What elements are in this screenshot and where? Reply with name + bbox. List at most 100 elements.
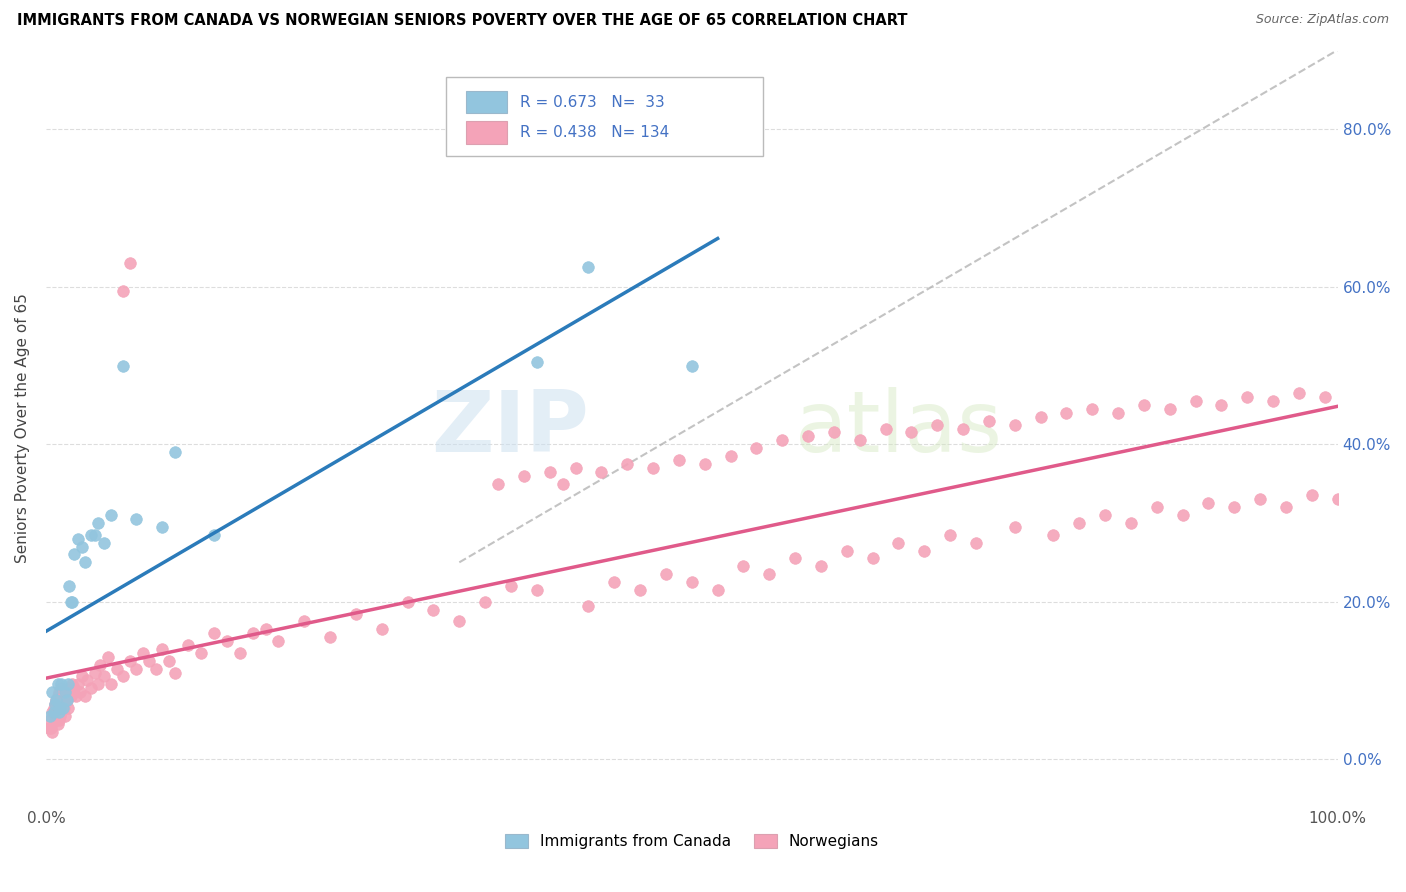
Point bbox=[46, 689, 69, 703]
Point bbox=[1184, 394, 1206, 409]
Point bbox=[564, 461, 586, 475]
Point bbox=[100, 677, 122, 691]
Point bbox=[44, 697, 66, 711]
Point bbox=[862, 551, 884, 566]
FancyBboxPatch shape bbox=[465, 121, 508, 144]
Point bbox=[267, 634, 290, 648]
Point bbox=[628, 582, 651, 597]
Point bbox=[1069, 516, 1091, 530]
Point bbox=[49, 709, 72, 723]
Y-axis label: Seniors Poverty Over the Age of 65: Seniors Poverty Over the Age of 65 bbox=[15, 293, 30, 564]
Point bbox=[1029, 409, 1052, 424]
Point bbox=[202, 528, 225, 542]
Point bbox=[215, 634, 238, 648]
Point bbox=[616, 457, 638, 471]
Point bbox=[1275, 500, 1298, 515]
Point bbox=[42, 701, 65, 715]
Point bbox=[1211, 398, 1233, 412]
Point bbox=[1042, 528, 1064, 542]
Point bbox=[65, 689, 87, 703]
Point bbox=[1081, 401, 1104, 416]
Point bbox=[1249, 492, 1271, 507]
Point bbox=[150, 642, 173, 657]
Point bbox=[758, 567, 780, 582]
Point bbox=[668, 453, 690, 467]
Point bbox=[51, 677, 73, 691]
Point bbox=[145, 662, 167, 676]
Point bbox=[835, 543, 858, 558]
Text: ZIP: ZIP bbox=[430, 387, 589, 470]
Point bbox=[39, 721, 62, 735]
Point bbox=[177, 638, 200, 652]
Point bbox=[76, 673, 98, 688]
Text: R = 0.673   N=  33: R = 0.673 N= 33 bbox=[520, 95, 665, 110]
Point bbox=[770, 434, 793, 448]
Point bbox=[1133, 398, 1156, 412]
Point bbox=[80, 681, 103, 696]
Point bbox=[69, 685, 91, 699]
Point bbox=[242, 626, 264, 640]
Point bbox=[53, 701, 76, 715]
FancyBboxPatch shape bbox=[465, 91, 508, 113]
Point bbox=[41, 705, 63, 719]
Point bbox=[513, 468, 536, 483]
Point bbox=[1054, 406, 1077, 420]
Point bbox=[551, 476, 574, 491]
Point bbox=[45, 693, 67, 707]
Point bbox=[58, 681, 80, 696]
Point bbox=[1261, 394, 1284, 409]
Point bbox=[105, 662, 128, 676]
Text: IMMIGRANTS FROM CANADA VS NORWEGIAN SENIORS POVERTY OVER THE AGE OF 65 CORRELATI: IMMIGRANTS FROM CANADA VS NORWEGIAN SENI… bbox=[17, 13, 907, 29]
Point bbox=[38, 713, 60, 727]
Point bbox=[42, 705, 65, 719]
Point bbox=[56, 677, 79, 691]
Point bbox=[797, 429, 820, 443]
Point bbox=[51, 681, 73, 696]
Point bbox=[1159, 401, 1181, 416]
Point bbox=[1171, 508, 1194, 522]
Point bbox=[67, 677, 90, 691]
Point bbox=[62, 685, 84, 699]
Point bbox=[55, 693, 77, 707]
Point bbox=[1301, 488, 1323, 502]
Point bbox=[41, 724, 63, 739]
Point bbox=[681, 359, 703, 373]
Point bbox=[474, 595, 496, 609]
Point bbox=[63, 681, 86, 696]
Point bbox=[1326, 492, 1348, 507]
Point bbox=[486, 476, 509, 491]
Point bbox=[48, 685, 70, 699]
Point bbox=[53, 709, 76, 723]
Point bbox=[706, 582, 728, 597]
Point bbox=[977, 414, 1000, 428]
Point bbox=[59, 689, 82, 703]
Point bbox=[810, 559, 832, 574]
Point bbox=[1004, 417, 1026, 432]
Legend: Immigrants from Canada, Norwegians: Immigrants from Canada, Norwegians bbox=[499, 828, 886, 855]
Point bbox=[73, 689, 96, 703]
Point bbox=[655, 567, 678, 582]
Point bbox=[526, 354, 548, 368]
Point bbox=[1004, 520, 1026, 534]
Point bbox=[118, 256, 141, 270]
Point bbox=[202, 626, 225, 640]
Point bbox=[823, 425, 845, 440]
Point bbox=[1236, 390, 1258, 404]
Point bbox=[125, 512, 148, 526]
Text: atlas: atlas bbox=[796, 387, 1002, 470]
Point bbox=[38, 709, 60, 723]
Point bbox=[499, 579, 522, 593]
Point bbox=[785, 551, 807, 566]
Point bbox=[52, 693, 75, 707]
Point bbox=[97, 649, 120, 664]
Point bbox=[887, 535, 910, 549]
Point bbox=[1223, 500, 1246, 515]
Point bbox=[1146, 500, 1168, 515]
Point bbox=[449, 615, 471, 629]
Point bbox=[41, 685, 63, 699]
Point bbox=[396, 595, 419, 609]
Point bbox=[927, 417, 949, 432]
Point bbox=[58, 579, 80, 593]
Point bbox=[965, 535, 987, 549]
Point bbox=[49, 697, 72, 711]
